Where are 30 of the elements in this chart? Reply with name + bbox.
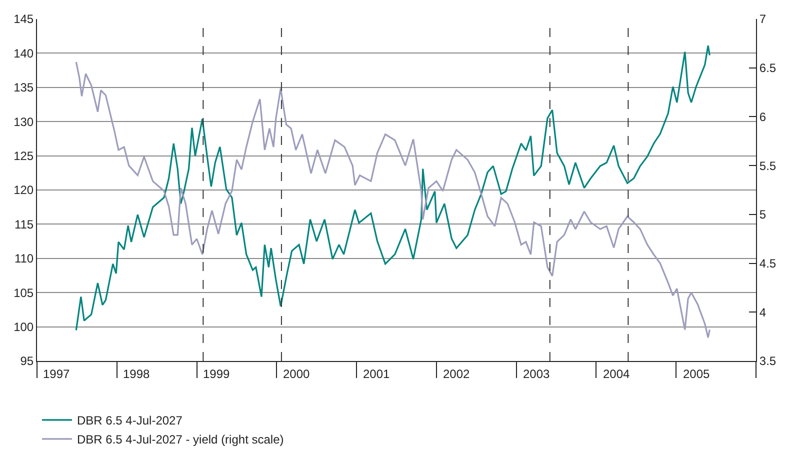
y2-tick-label: 3.5 bbox=[759, 354, 776, 368]
y2-tick-label: 6.5 bbox=[759, 61, 776, 76]
y-tick-label: 130 bbox=[14, 114, 34, 129]
y-tick-label: 120 bbox=[14, 183, 34, 198]
x-tick-label: 1999 bbox=[203, 367, 230, 381]
y-tick-label: 100 bbox=[14, 320, 34, 334]
y-tick-label: 140 bbox=[14, 46, 34, 60]
x-tick-label: 1998 bbox=[123, 367, 150, 381]
x-tick-label: 2000 bbox=[283, 367, 310, 381]
y2-tick-label: 4.5 bbox=[759, 256, 776, 270]
y-tick-label: 135 bbox=[14, 80, 34, 95]
x-tick-label: 2004 bbox=[603, 367, 630, 381]
x-tick-label: 1997 bbox=[43, 367, 70, 381]
y-tick-label: 105 bbox=[14, 286, 34, 300]
legend-label: DBR 6.5 4-Jul-2027 - yield (right scale) bbox=[77, 432, 284, 447]
y-tick-label: 145 bbox=[14, 12, 34, 26]
x-tick-label: 2001 bbox=[363, 367, 390, 381]
y-tick-label: 115 bbox=[14, 217, 34, 232]
y2-tick-label: 7 bbox=[759, 12, 766, 26]
y-tick-label: 95 bbox=[20, 354, 34, 368]
y-tick-label: 110 bbox=[14, 252, 34, 266]
x-tick-label: 2002 bbox=[443, 367, 470, 381]
y2-tick-label: 4 bbox=[759, 305, 766, 320]
y2-tick-label: 5.5 bbox=[759, 158, 776, 173]
x-tick-label: 2003 bbox=[523, 367, 550, 381]
y2-tick-label: 5 bbox=[759, 208, 766, 222]
x-tick-label: 2005 bbox=[683, 367, 710, 381]
legend-label: DBR 6.5 4-Jul-2027 bbox=[77, 414, 183, 428]
y2-tick-label: 6 bbox=[759, 110, 766, 124]
y-tick-label: 125 bbox=[14, 149, 34, 163]
